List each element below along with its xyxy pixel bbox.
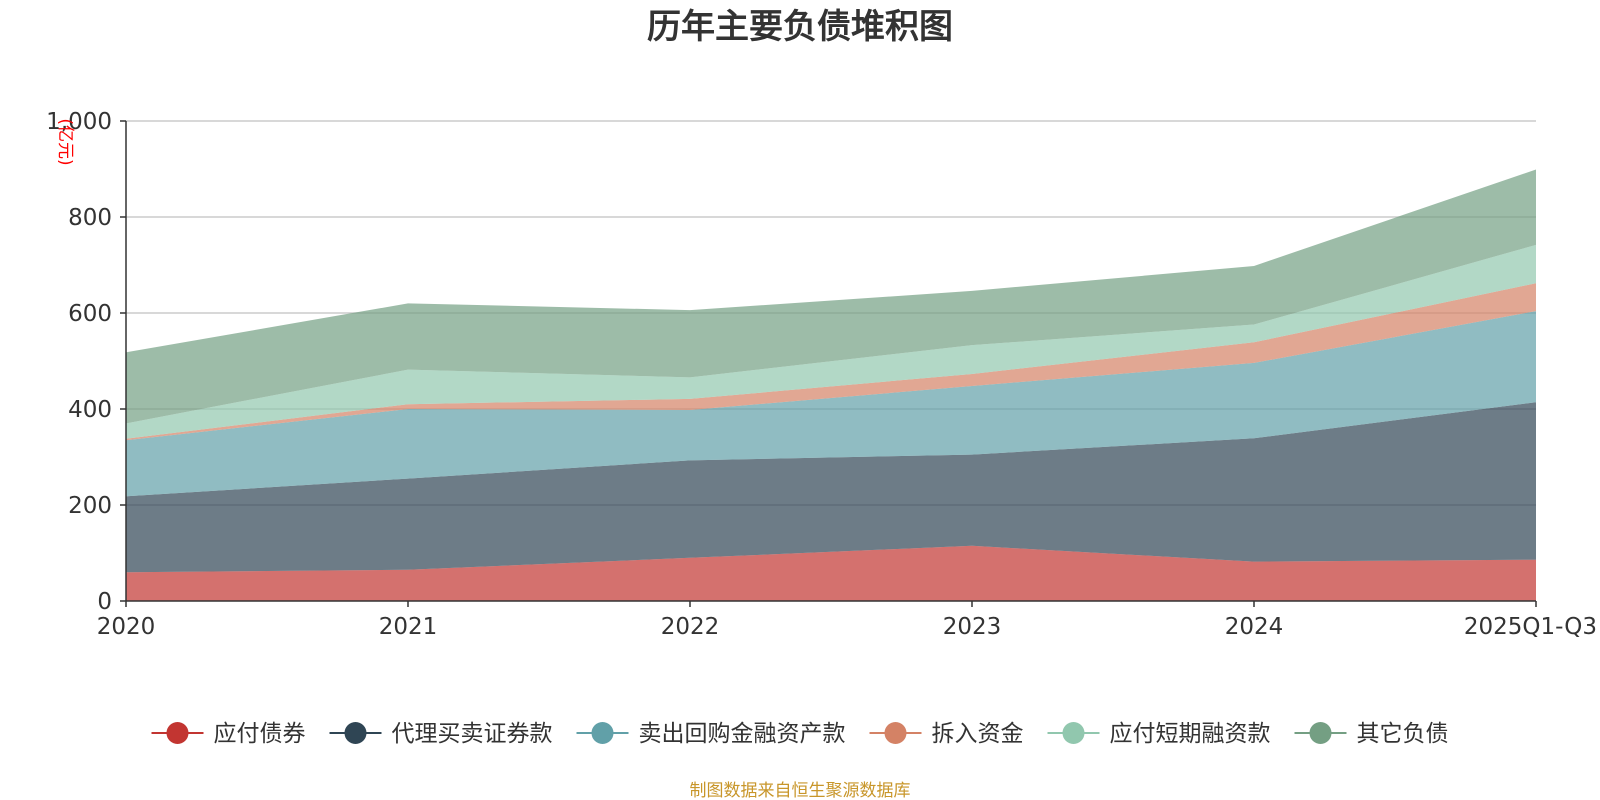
y-tick-label: 0 <box>97 589 112 615</box>
legend-item-2[interactable]: 代理买卖证券款 <box>329 721 553 747</box>
y-tick-label: 200 <box>68 493 112 519</box>
legend-item-4[interactable]: 拆入资金 <box>869 721 1024 747</box>
legend-label: 代理买卖证券款 <box>392 721 553 747</box>
area-series-4 <box>126 283 1536 441</box>
area-series-6 <box>126 169 1536 424</box>
legend-circle-icon <box>344 722 367 744</box>
y-tick-label: 1,000 <box>46 109 112 135</box>
axes: 0 200 400 600 800 1,000 2020 2021 2022 2023 2024 20… <box>46 109 1597 640</box>
legend-circle-icon <box>591 722 614 744</box>
y-tick-label: 800 <box>68 205 112 231</box>
x-tick-label: 2020 <box>97 614 156 640</box>
legend-label: 应付短期融资款 <box>1110 721 1271 747</box>
y-tick-label: 400 <box>68 397 112 423</box>
legend: 应付债券 代理买卖证券款 卖出回购金融资产款 拆入资金 应付短期融资款 其它负债 <box>151 721 1449 747</box>
legend-item-5[interactable]: 应付短期融资款 <box>1047 721 1271 747</box>
legend-label: 其它负债 <box>1357 721 1449 747</box>
legend-label: 应付债券 <box>214 721 306 747</box>
y-axis-unit-label: (亿元) <box>55 118 75 165</box>
legend-item-3[interactable]: 卖出回购金融资产款 <box>576 721 846 747</box>
legend-label: 卖出回购金融资产款 <box>639 721 846 747</box>
data-source-note: 制图数据来自恒生聚源数据库 <box>690 781 911 800</box>
legend-item-1[interactable]: 应付债券 <box>151 721 306 747</box>
x-tick-label: 2021 <box>379 614 438 640</box>
legend-item-6[interactable]: 其它负债 <box>1294 721 1449 747</box>
area-series-3 <box>126 311 1536 497</box>
x-tick-label: 2023 <box>943 614 1002 640</box>
legend-label: 拆入资金 <box>932 721 1024 747</box>
legend-circle-icon <box>1309 722 1332 744</box>
legend-circle-icon <box>884 722 907 744</box>
legend-circle-icon <box>1062 722 1085 744</box>
legend-circle-icon <box>166 722 189 744</box>
area-series-group <box>126 169 1536 601</box>
area-series-2 <box>126 402 1536 573</box>
x-tick-label: 2024 <box>1225 614 1284 640</box>
x-tick-label: 2025Q1-Q3 <box>1464 614 1597 640</box>
area-series-5 <box>126 244 1536 439</box>
chart-title: 历年主要负债堆积图 <box>647 7 953 47</box>
y-tick-label: 600 <box>68 301 112 327</box>
x-tick-label: 2022 <box>661 614 720 640</box>
area-series-1 <box>126 545 1536 601</box>
